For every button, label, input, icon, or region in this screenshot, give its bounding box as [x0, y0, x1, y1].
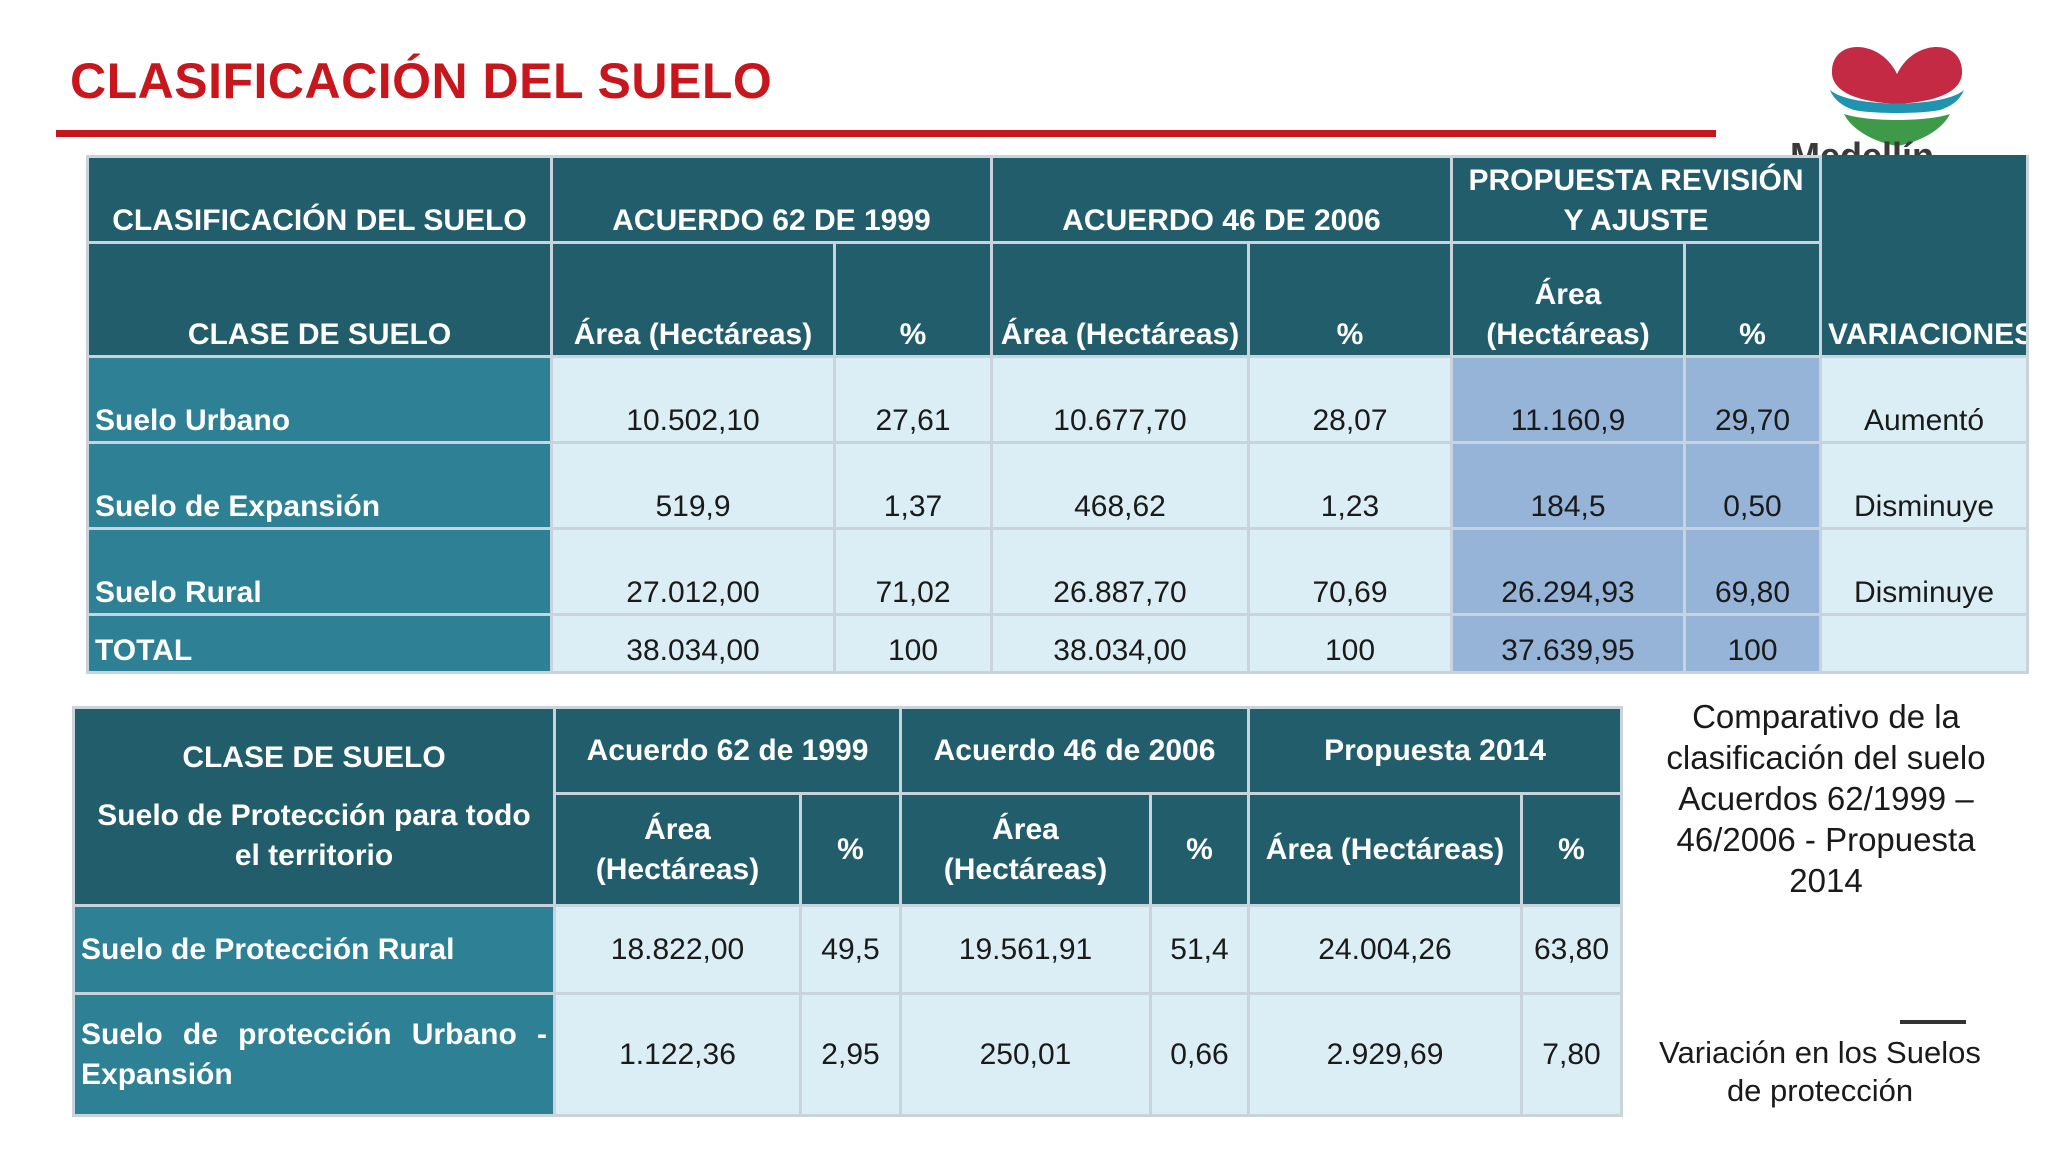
- cell-variacion: Disminuye: [1819, 441, 2029, 530]
- header-pct-propuesta: %: [1683, 241, 1822, 358]
- cell-area-46: 10.677,70: [990, 355, 1250, 444]
- cell-pct-propuesta: 63,80: [1520, 904, 1623, 995]
- cell-area-46: 250,01: [899, 992, 1152, 1117]
- cell-area-62: 10.502,10: [550, 355, 836, 444]
- cell-pct-62: 2,95: [799, 992, 902, 1117]
- header-pct-62: %: [833, 241, 993, 358]
- cell-area-propuesta: 2.929,69: [1247, 992, 1523, 1117]
- cell-pct-62: 100: [833, 613, 993, 674]
- logo-wordmark: Medellín: [1790, 138, 2002, 158]
- header-propuesta: Propuesta 2014: [1247, 706, 1623, 795]
- header-area-46: Área (Hectáreas): [990, 241, 1250, 358]
- table-row: Suelo de Expansión 519,9 1,37 468,62 1,2…: [86, 441, 2029, 530]
- header-pct-62: %: [799, 792, 902, 907]
- cell-pct-62: 71,02: [833, 527, 993, 616]
- classification-table: CLASIFICACIÓN DEL SUELO ACUERDO 62 DE 19…: [86, 155, 2029, 674]
- cell-area-propuesta: 24.004,26: [1247, 904, 1523, 995]
- cell-pct-46: 1,23: [1247, 441, 1453, 530]
- side-note-comparativo: Comparativo de la clasificación del suel…: [1666, 698, 1986, 899]
- header-area-46: Área (Hectáreas): [899, 792, 1152, 907]
- table-row: Suelo Rural 27.012,00 71,02 26.887,70 70…: [86, 527, 2029, 616]
- table-row: Suelo de Protección Rural 18.822,00 49,5…: [72, 904, 1623, 995]
- cell-area-propuesta: 26.294,93: [1450, 527, 1686, 616]
- header-variaciones: VARIACIONES: [1819, 155, 2029, 358]
- cell-area-46: 26.887,70: [990, 527, 1250, 616]
- title-underline: [56, 130, 1716, 137]
- cell-area-62: 519,9: [550, 441, 836, 530]
- cell-area-62: 18.822,00: [553, 904, 802, 995]
- protection-soil-table: CLASE DE SUELO Suelo de Protección para …: [72, 706, 1623, 1117]
- cell-area-propuesta: 184,5: [1450, 441, 1686, 530]
- row-label: Suelo Rural: [86, 527, 553, 616]
- cell-pct-46: 100: [1247, 613, 1453, 674]
- header-subclase: Suelo de Protección para todo el territo…: [97, 798, 531, 872]
- cell-pct-62: 1,37: [833, 441, 993, 530]
- row-label-text: Suelo de protección Urbano - Expansión: [81, 1017, 547, 1091]
- cell-pct-46: 0,66: [1149, 992, 1250, 1117]
- header-area-propuesta: Área (Hectáreas): [1450, 241, 1686, 358]
- row-label: Suelo de protección Urbano - Expansión: [72, 992, 556, 1117]
- cell-pct-46: 70,69: [1247, 527, 1453, 616]
- header-acuerdo-62: ACUERDO 62 DE 1999: [550, 155, 993, 244]
- side-note-variacion: Variación en los Suelos de protección: [1659, 1035, 1981, 1108]
- header-clase: CLASE DE SUELO: [86, 241, 553, 358]
- header-area-propuesta: Área (Hectáreas): [1247, 792, 1523, 907]
- header-pct-46: %: [1149, 792, 1250, 907]
- table-subheader-row: Área (Hectáreas) % Área (Hectáreas) % Ár…: [74, 792, 1623, 907]
- cell-pct-46: 28,07: [1247, 355, 1453, 444]
- header-clase: CLASE DE SUELO: [182, 740, 446, 774]
- cell-area-62: 38.034,00: [550, 613, 836, 674]
- header-pct-46: %: [1247, 241, 1453, 358]
- table-header-row: CLASE DE SUELO Suelo de Protección para …: [72, 706, 1623, 907]
- header-acuerdo-46: ACUERDO 46 DE 2006: [990, 155, 1453, 244]
- header-clase-block: CLASE DE SUELO Suelo de Protección para …: [72, 706, 556, 907]
- cell-pct-propuesta: 0,50: [1683, 441, 1822, 530]
- cell-pct-propuesta: 7,80: [1520, 992, 1623, 1117]
- cell-area-62: 27.012,00: [550, 527, 836, 616]
- header-propuesta: PROPUESTA REVISIÓN Y AJUSTE: [1450, 155, 1822, 244]
- cell-pct-62: 49,5: [799, 904, 902, 995]
- header-area-62: Área (Hectáreas): [553, 792, 802, 907]
- cell-area-propuesta: 37.639,95: [1450, 613, 1686, 674]
- row-label: Suelo de Protección Rural: [72, 904, 556, 995]
- table-subheader-row: CLASE DE SUELO Área (Hectáreas) % Área (…: [86, 241, 2028, 358]
- cell-pct-46: 51,4: [1149, 904, 1250, 995]
- header-area-62: Área (Hectáreas): [550, 241, 836, 358]
- cell-area-propuesta: 11.160,9: [1450, 355, 1686, 444]
- cell-pct-propuesta: 29,70: [1683, 355, 1822, 444]
- page-title: CLASIFICACIÓN DEL SUELO: [70, 53, 773, 109]
- cell-pct-propuesta: 69,80: [1683, 527, 1822, 616]
- row-label: Suelo Urbano: [86, 355, 553, 444]
- table-header-row: CLASIFICACIÓN DEL SUELO ACUERDO 62 DE 19…: [86, 155, 2029, 358]
- cell-variacion: Disminuye: [1819, 527, 2029, 616]
- header-acuerdo-62: Acuerdo 62 de 1999: [553, 706, 902, 795]
- cell-area-46: 19.561,91: [899, 904, 1152, 995]
- header-acuerdo-46: Acuerdo 46 de 2006: [899, 706, 1250, 795]
- cell-pct-propuesta: 100: [1683, 613, 1822, 674]
- table-row: Suelo de protección Urbano - Expansión 1…: [72, 992, 1623, 1117]
- cell-area-62: 1.122,36: [553, 992, 802, 1117]
- row-label-total: TOTAL: [86, 613, 553, 674]
- header-pct-propuesta: %: [1520, 792, 1623, 907]
- cell-variacion: Aumentó: [1819, 355, 2029, 444]
- cell-variacion: [1819, 613, 2029, 674]
- row-label: Suelo de Expansión: [86, 441, 553, 530]
- medellin-heart-logo-icon: [1830, 47, 1964, 146]
- cell-pct-62: 27,61: [833, 355, 993, 444]
- cell-area-46: 38.034,00: [990, 613, 1250, 674]
- table-total-row: TOTAL 38.034,00 100 38.034,00 100 37.639…: [86, 613, 2029, 674]
- divider-mark: [1900, 1020, 1966, 1024]
- cell-area-46: 468,62: [990, 441, 1250, 530]
- table-row: Suelo Urbano 10.502,10 27,61 10.677,70 2…: [86, 355, 2029, 444]
- header-clasificacion: CLASIFICACIÓN DEL SUELO: [86, 155, 553, 244]
